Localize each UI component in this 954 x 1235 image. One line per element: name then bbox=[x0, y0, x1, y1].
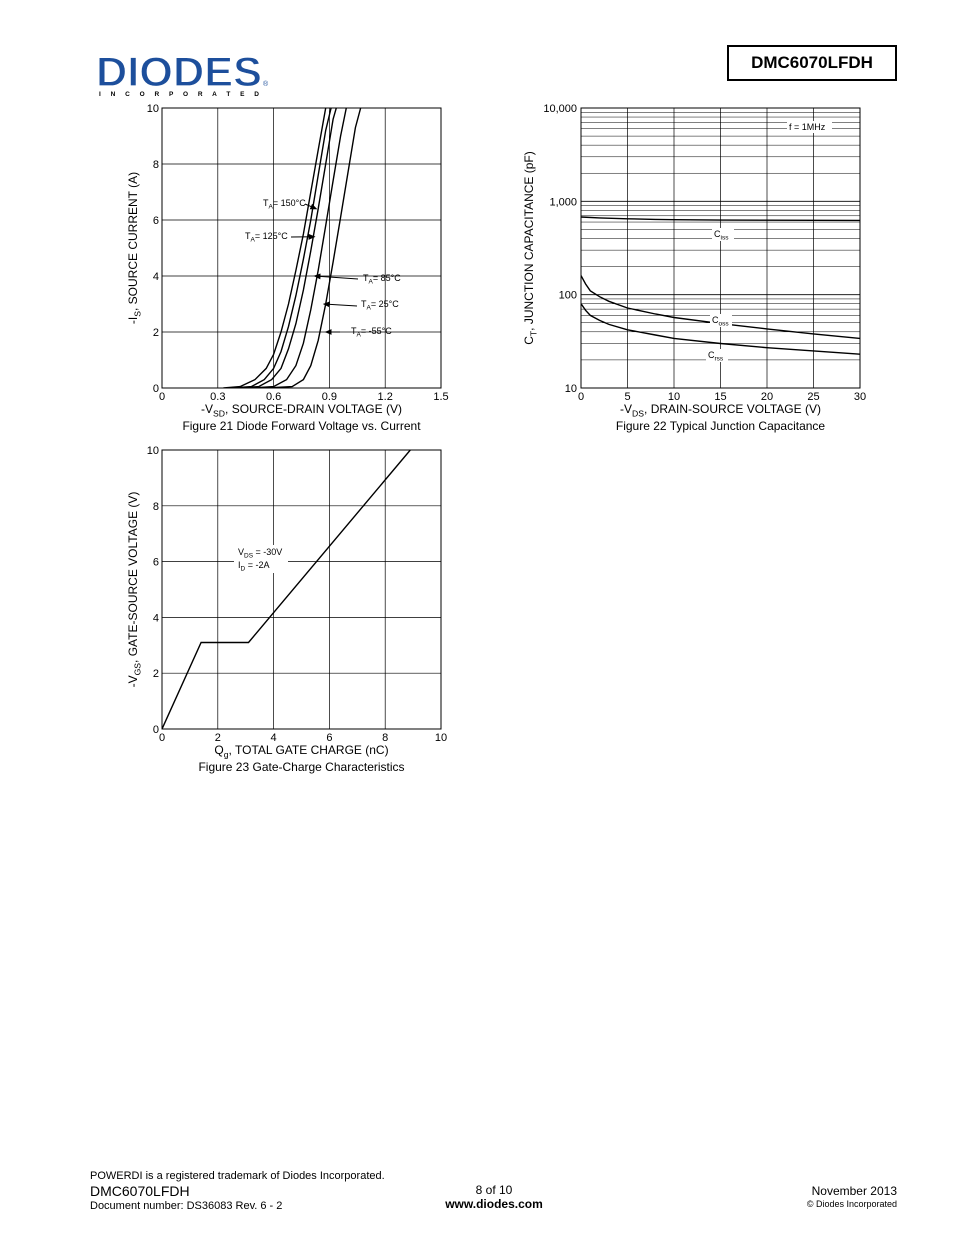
series-label-bg bbox=[710, 314, 732, 327]
x-tick-label: 5 bbox=[624, 391, 630, 403]
y-tick-label: 100 bbox=[559, 290, 577, 302]
y-axis-label: CT, JUNCTION CAPACITANCE (pF) bbox=[522, 151, 539, 345]
series-label-2: Coss bbox=[712, 315, 729, 328]
footer-part-number: DMC6070LFDH bbox=[90, 1183, 190, 1199]
x-tick-label: 0 bbox=[159, 732, 165, 744]
y-axis-label: -VGS, GATE-SOURCE VOLTAGE (V) bbox=[126, 492, 143, 688]
x-tick-label: 25 bbox=[807, 391, 819, 403]
y-tick-label: 1,000 bbox=[549, 196, 577, 208]
x-tick-label: 0.3 bbox=[210, 391, 225, 403]
series-line-3 bbox=[240, 108, 338, 388]
x-tick-label: 20 bbox=[761, 391, 773, 403]
y-tick-label: 4 bbox=[153, 271, 159, 283]
series-line-4 bbox=[251, 108, 348, 388]
series-label-leader bbox=[322, 301, 358, 308]
x-axis-label: -VSD, SOURCE-DRAIN VOLTAGE (V) bbox=[201, 402, 402, 419]
footer-trademark: POWERDI is a registered trademark of Dio… bbox=[90, 1170, 385, 1182]
x-tick-label: 4 bbox=[271, 732, 277, 744]
series-line-1 bbox=[223, 108, 327, 388]
y-tick-label: 10 bbox=[147, 103, 159, 115]
frequency-annotation: f = 1MHz bbox=[789, 122, 826, 132]
test-condition-annotation: VDS = -30V bbox=[238, 547, 282, 560]
series-line-5 bbox=[266, 108, 362, 388]
logo-wordmark: DIODES bbox=[96, 50, 262, 95]
footer-website-link[interactable]: www.diodes.com bbox=[445, 1197, 543, 1211]
test-condition-annotation: ID = -2A bbox=[238, 560, 269, 573]
series-label-bg bbox=[712, 228, 734, 241]
series-label-leader bbox=[313, 273, 359, 280]
series-label-5: TA= -55°C bbox=[351, 326, 392, 339]
x-tick-label: 0 bbox=[159, 391, 165, 403]
annotation-bg bbox=[234, 545, 288, 573]
figure-caption: Figure 21 Diode Forward Voltage vs. Curr… bbox=[182, 419, 421, 433]
series-line-2 bbox=[232, 108, 332, 388]
series-label-leader bbox=[304, 203, 318, 210]
x-tick-label: 6 bbox=[326, 732, 332, 744]
diodes-logo: DIODES ® I N C O R P O R A T E D bbox=[96, 50, 269, 98]
x-tick-label: 15 bbox=[714, 391, 726, 403]
x-tick-label: 0.9 bbox=[322, 391, 337, 403]
y-tick-label: 6 bbox=[153, 557, 159, 569]
series-label-3: Crss bbox=[708, 350, 724, 363]
x-tick-label: 30 bbox=[854, 391, 866, 403]
series-label-3: TA= 85°C bbox=[363, 273, 401, 286]
y-tick-label: 10,000 bbox=[543, 103, 577, 115]
y-tick-label: 6 bbox=[153, 215, 159, 227]
x-axis-label: Qg, TOTAL GATE CHARGE (nC) bbox=[214, 743, 388, 760]
series-label-2: TA= 125°C bbox=[245, 231, 288, 244]
y-axis-label: -IS, SOURCE CURRENT (A) bbox=[126, 172, 143, 324]
x-tick-label: 8 bbox=[382, 732, 388, 744]
figure-caption: Figure 23 Gate-Charge Characteristics bbox=[198, 760, 404, 774]
plot-frame bbox=[161, 449, 442, 730]
x-tick-label: 2 bbox=[215, 732, 221, 744]
y-tick-label: 0 bbox=[153, 724, 159, 736]
x-tick-label: 10 bbox=[668, 391, 680, 403]
y-tick-label: 8 bbox=[153, 501, 159, 513]
series-label-bg bbox=[706, 349, 728, 362]
charts-area: 0 0.3 0.6 0.9 1.2 1.5 0 2 4 6 8 10 -VSD, SOURCE-DRAI… bbox=[126, 103, 866, 774]
logo-registered-mark: ® bbox=[263, 80, 269, 88]
y-tick-label: 2 bbox=[153, 327, 159, 339]
series-line-3 bbox=[581, 303, 860, 355]
x-tick-label: 1.5 bbox=[433, 391, 448, 403]
figure-caption: Figure 22 Typical Junction Capacitance bbox=[616, 419, 826, 433]
plot-frame bbox=[580, 107, 861, 389]
annotation-bg bbox=[787, 121, 832, 133]
footer-copyright: © Diodes Incorporated bbox=[806, 1199, 897, 1209]
part-number-box: DMC6070LFDH bbox=[727, 45, 897, 81]
series-line-1 bbox=[162, 450, 411, 729]
x-tick-label: 0 bbox=[578, 391, 584, 403]
x-tick-label: 0.6 bbox=[266, 391, 281, 403]
series-label-1: TA= 150°C bbox=[263, 198, 306, 211]
y-tick-label: 0 bbox=[153, 383, 159, 395]
footer-document-number: Document number: DS36083 Rev. 6 - 2 bbox=[90, 1200, 283, 1212]
x-axis-label: -VDS, DRAIN-SOURCE VOLTAGE (V) bbox=[620, 402, 821, 419]
series-label-4: TA= 25°C bbox=[361, 299, 399, 312]
series-line-1 bbox=[581, 216, 860, 222]
y-tick-label: 10 bbox=[565, 383, 577, 395]
y-tick-label: 8 bbox=[153, 159, 159, 171]
y-tick-label: 10 bbox=[147, 445, 159, 457]
y-tick-label: 4 bbox=[153, 612, 159, 624]
footer-date: November 2013 bbox=[811, 1184, 897, 1198]
series-label-1: Ciss bbox=[714, 229, 729, 242]
x-tick-label: 10 bbox=[435, 732, 447, 744]
footer-page-number: 8 of 10 bbox=[475, 1183, 513, 1197]
y-tick-label: 2 bbox=[153, 668, 159, 680]
x-tick-label: 1.2 bbox=[378, 391, 393, 403]
series-line-2 bbox=[581, 275, 860, 340]
plot-frame bbox=[161, 107, 442, 389]
